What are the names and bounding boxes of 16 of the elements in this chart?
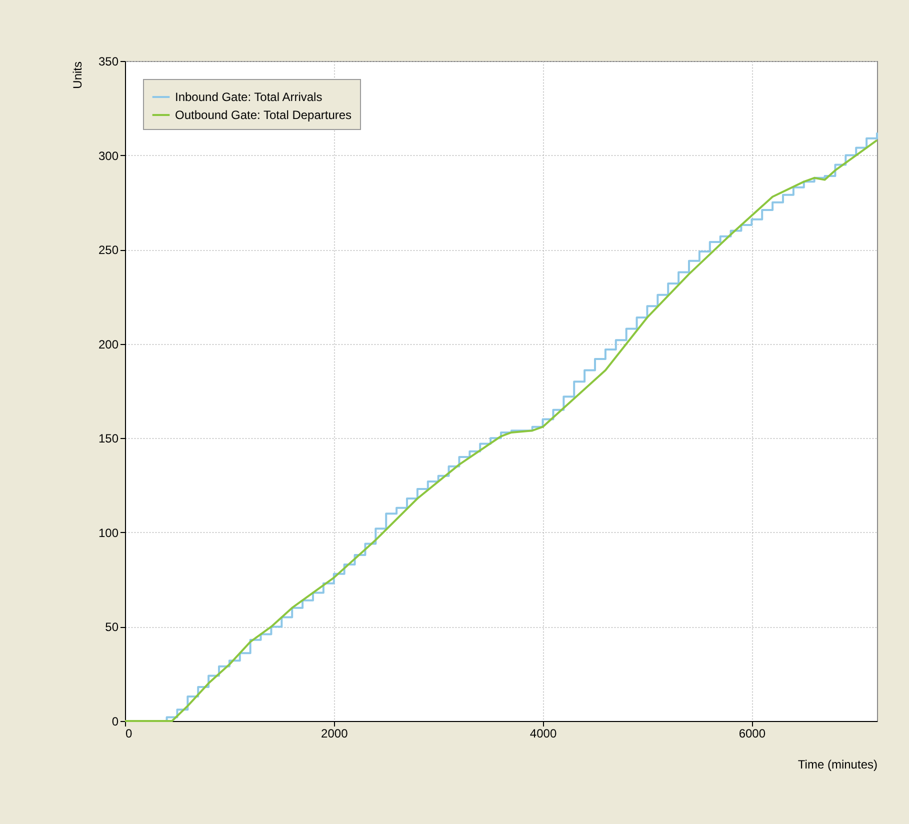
- y-tick-label: 0: [112, 714, 119, 728]
- legend-label: Inbound Gate: Total Arrivals: [175, 90, 322, 104]
- y-tick-label: 150: [98, 432, 119, 446]
- x-tick-label: 4000: [530, 726, 557, 740]
- y-tick-label: 100: [98, 526, 119, 540]
- x-tick-label: 6000: [738, 726, 766, 740]
- y-tick-label: 350: [98, 54, 119, 68]
- y-tick-label: 300: [98, 148, 119, 163]
- x-tick-label: 2000: [321, 726, 348, 740]
- y-tick-label: 250: [98, 243, 119, 258]
- x-tick-label: 0: [126, 726, 132, 740]
- y-tick-label: 50: [105, 620, 119, 634]
- y-axis-title: Units: [70, 62, 84, 89]
- x-axis-title: Time (minutes): [798, 758, 878, 772]
- legend-label: Outbound Gate: Total Departures: [175, 108, 352, 122]
- y-tick-label: 200: [98, 337, 119, 352]
